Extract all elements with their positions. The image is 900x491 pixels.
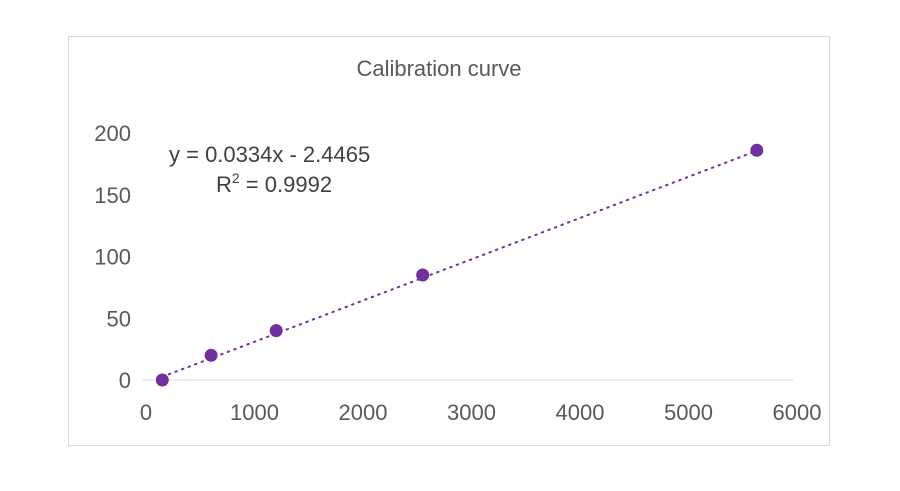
- x-tick-label: 5000: [664, 400, 713, 425]
- y-tick-label: 150: [94, 183, 131, 208]
- x-tick-label: 1000: [230, 400, 279, 425]
- data-point: [416, 268, 430, 282]
- x-tick-labels: 0 1000 2000 3000 4000 5000 6000: [140, 400, 822, 425]
- data-points: [155, 143, 764, 387]
- y-tick-label: 50: [107, 306, 131, 331]
- x-tick-label: 3000: [447, 400, 496, 425]
- chart-title: Calibration curve: [356, 56, 521, 81]
- trendline-r-squared: R2 = 0.9992: [216, 170, 332, 197]
- data-point: [269, 324, 283, 338]
- r-squared-prefix: R: [216, 172, 232, 197]
- x-tick-label: 0: [140, 400, 152, 425]
- x-tick-label: 6000: [773, 400, 822, 425]
- y-tick-labels: 0 50 100 150 200: [94, 121, 131, 393]
- data-point: [155, 373, 169, 387]
- y-tick-label: 0: [119, 368, 131, 393]
- r-squared-value: = 0.9992: [240, 172, 332, 197]
- trendline: [161, 149, 758, 378]
- trendline-equation: y = 0.0334x - 2.4465: [169, 142, 370, 167]
- r-squared-superscript: 2: [232, 170, 240, 186]
- y-tick-label: 100: [94, 245, 131, 270]
- x-tick-label: 4000: [556, 400, 605, 425]
- y-tick-label: 200: [94, 121, 131, 146]
- calibration-chart: Calibration curve 0 50 100 150 200 0 1000 2000…: [94, 56, 822, 425]
- x-tick-label: 2000: [339, 400, 388, 425]
- data-point: [204, 348, 218, 362]
- chart-frame: Calibration curve 0 50 100 150 200 0 1000 2000…: [68, 36, 830, 446]
- data-point: [750, 143, 764, 157]
